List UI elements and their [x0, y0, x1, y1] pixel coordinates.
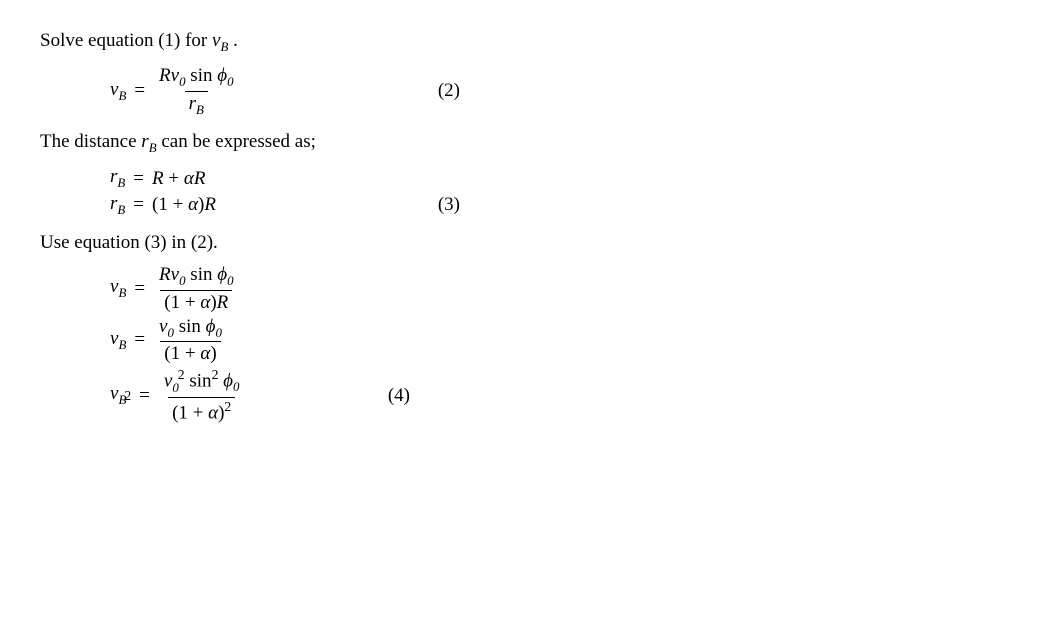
eq-sign: = [139, 385, 150, 407]
equation-3a: rB = R + αR [40, 166, 1000, 191]
eq2-label: (2) [438, 80, 1000, 102]
eq4b-num: v0 sin ϕ0 [155, 316, 226, 342]
eq-sign: = [134, 80, 145, 102]
equation-3b: rB = (1 + α)R (3) [40, 193, 1000, 218]
p1-text-b: . [228, 30, 238, 51]
eq3b-lhs: rB [110, 193, 125, 218]
eq4c-fraction: v02 sin2 ϕ0 (1 + α)2 [160, 367, 244, 423]
eq2-den: rB [185, 91, 208, 118]
eq4b-fraction: v0 sin ϕ0 (1 + α) [155, 316, 226, 366]
eq4a-fraction: Rv0 sin ϕ0 (1 + α)R [155, 264, 237, 314]
eq4c-num: v02 sin2 ϕ0 [160, 367, 244, 396]
var-vB: vB [212, 30, 228, 51]
eq3-label: (3) [438, 194, 1000, 216]
paragraph-2: The distance rB can be expressed as; [40, 131, 1000, 156]
eq4a-lhs: vB [110, 276, 126, 301]
equation-2: vB = Rv0 sin ϕ0 rB (2) [40, 65, 1000, 118]
p1-text-a: Solve equation (1) for [40, 30, 212, 51]
eq-sign: = [134, 278, 145, 300]
equation-4c: vB2 = v02 sin2 ϕ0 (1 + α)2 (4) [40, 367, 1000, 423]
paragraph-1: Solve equation (1) for vB . [40, 30, 1000, 55]
eq-sign: = [133, 168, 144, 190]
equation-4b: vB = v0 sin ϕ0 (1 + α) [40, 316, 1000, 366]
eq4-label: (4) [388, 385, 1000, 407]
eq2-fraction: Rv0 sin ϕ0 rB [155, 65, 237, 118]
eq-sign: = [134, 329, 145, 351]
eq3b-rhs: (1 + α)R [152, 194, 216, 216]
p2-text-a: The distance [40, 131, 141, 152]
p2-text-b: can be expressed as; [157, 131, 316, 152]
eq2-lhs: vB [110, 79, 126, 104]
equation-4a: vB = Rv0 sin ϕ0 (1 + α)R [40, 264, 1000, 314]
eq4a-den: (1 + α)R [160, 290, 232, 314]
eq4c-lhs: vB [110, 383, 124, 408]
paragraph-3: Use equation (3) in (2). [40, 232, 1000, 254]
eq3a-rhs: R + αR [152, 168, 205, 190]
eq4c-den: (1 + α)2 [168, 397, 235, 424]
eq3a-lhs: rB [110, 166, 125, 191]
eq4a-num: Rv0 sin ϕ0 [155, 264, 237, 290]
eq-sign: = [133, 194, 144, 216]
eq4b-lhs: vB [110, 328, 126, 353]
var-rB: rB [141, 131, 156, 152]
eq4b-den: (1 + α) [160, 341, 220, 365]
eq2-num: Rv0 sin ϕ0 [155, 65, 237, 91]
